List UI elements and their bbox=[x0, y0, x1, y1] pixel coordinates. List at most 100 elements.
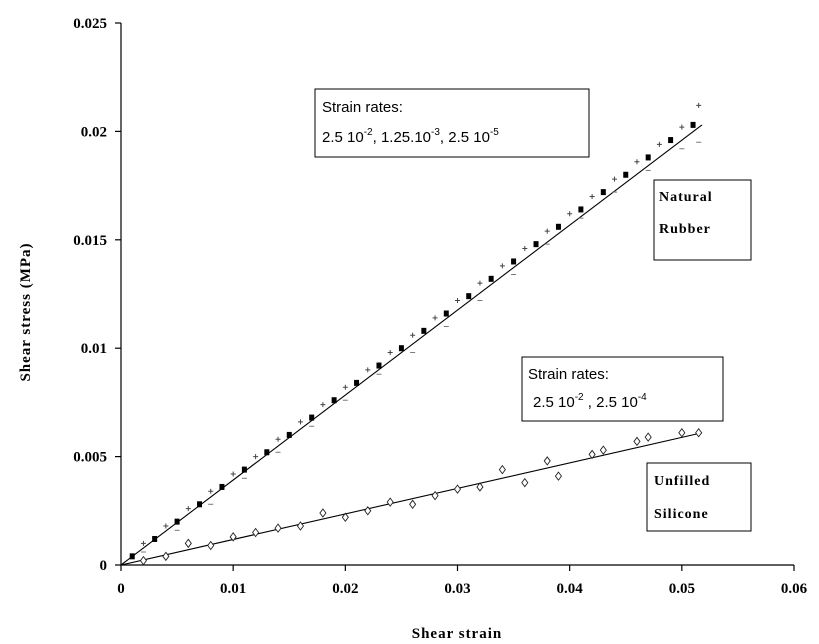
nr-rate-3-exp: -5 bbox=[490, 127, 499, 138]
data-point-plus bbox=[679, 124, 685, 130]
data-point-plus bbox=[410, 332, 416, 338]
nr-rates-label: Strain rates: bbox=[322, 99, 403, 116]
y-tick-label: 0.025 bbox=[73, 16, 107, 32]
nr-rates-box-border bbox=[314, 88, 590, 158]
data-point-square bbox=[376, 362, 382, 369]
data-point-plus bbox=[253, 454, 259, 460]
data-point-plus bbox=[342, 384, 348, 390]
data-point-plus bbox=[320, 402, 326, 408]
data-point-plus bbox=[634, 159, 640, 165]
data-point-square bbox=[668, 137, 674, 144]
data-point-square bbox=[129, 553, 135, 560]
data-point-diamond bbox=[543, 456, 551, 466]
y-tick-label: 0.015 bbox=[73, 233, 107, 249]
data-point-diamond bbox=[274, 523, 282, 533]
si-rates-box-border bbox=[521, 356, 724, 422]
y-tick-label: 0 bbox=[100, 558, 108, 574]
data-point-square bbox=[309, 414, 315, 421]
data-point-plus bbox=[567, 211, 573, 217]
x-tick-label: 0.05 bbox=[669, 581, 695, 597]
data-point-square bbox=[466, 293, 472, 300]
data-point-plus bbox=[140, 540, 146, 546]
nr-strain-rates-box: Strain rates: 2.5 10-2, 1.25.10-3, 2.5 1… bbox=[314, 88, 590, 158]
data-point-square bbox=[600, 189, 606, 196]
x-tick-label: 0.02 bbox=[332, 581, 358, 597]
si-rate-2-exp: -4 bbox=[638, 392, 647, 403]
data-point-square bbox=[197, 501, 203, 508]
data-point-diamond bbox=[476, 482, 484, 492]
data-point-plus bbox=[499, 263, 505, 269]
data-point-square bbox=[219, 483, 225, 490]
si-rate-2: , 2.5 10 bbox=[584, 394, 638, 411]
data-point-diamond bbox=[498, 464, 506, 475]
x-tick-label: 0.01 bbox=[220, 581, 246, 597]
nr-rate-2: , 1.25.10 bbox=[373, 129, 431, 146]
nr-material-box: Natural Rubber bbox=[653, 179, 752, 261]
data-point-plus bbox=[208, 488, 214, 494]
data-point-plus bbox=[477, 280, 483, 286]
x-tick-label: 0.06 bbox=[781, 581, 808, 597]
si-strain-rates-box: Strain rates: 2.5 10-2 , 2.5 10-4 bbox=[521, 356, 724, 422]
si-material-box: Unfilled Silicone bbox=[646, 462, 752, 532]
x-tick-label: 0 bbox=[117, 581, 125, 597]
nr-rate-1-exp: -2 bbox=[364, 127, 373, 138]
data-point-plus bbox=[432, 315, 438, 321]
data-point-diamond bbox=[678, 428, 686, 438]
data-point-diamond bbox=[599, 445, 607, 455]
data-point-plus bbox=[544, 228, 550, 234]
data-point-square bbox=[286, 431, 292, 438]
si-rate-1-exp: -2 bbox=[575, 392, 584, 403]
y-axis-title: Shear stress (MPa) bbox=[18, 242, 34, 381]
nr-material-line2: Rubber bbox=[659, 222, 711, 237]
data-point-plus bbox=[185, 506, 191, 512]
data-point-diamond bbox=[386, 497, 394, 507]
data-point-diamond bbox=[588, 449, 596, 460]
data-point-plus bbox=[455, 298, 460, 304]
data-point-square bbox=[533, 241, 539, 248]
x-axis-title: Shear strain bbox=[412, 626, 502, 642]
data-point-plus bbox=[656, 141, 662, 147]
data-point-square bbox=[488, 275, 494, 282]
nr-material-line1: Natural bbox=[659, 190, 713, 205]
data-point-diamond bbox=[296, 521, 305, 531]
y-tick-label: 0.02 bbox=[81, 124, 107, 140]
data-point-plus bbox=[275, 436, 281, 442]
data-point-diamond bbox=[139, 555, 147, 566]
data-point-diamond bbox=[409, 499, 417, 510]
si-material-line1: Unfilled bbox=[654, 474, 710, 489]
data-point-diamond bbox=[319, 508, 327, 518]
data-point-square bbox=[152, 535, 158, 542]
data-point-diamond bbox=[341, 512, 349, 523]
nr-rates-values: 2.5 10-2, 1.25.10-3, 2.5 10-5 bbox=[322, 127, 499, 146]
data-point-diamond bbox=[364, 506, 372, 516]
data-point-square bbox=[443, 310, 449, 317]
data-point-diamond bbox=[207, 540, 215, 551]
si-rates-label: Strain rates: bbox=[528, 366, 609, 383]
nr-material-box-border bbox=[653, 179, 752, 261]
data-point-square bbox=[645, 154, 651, 161]
x-ticks: 0 0.01 0.02 0.03 0.04 0.05 0.06 bbox=[117, 565, 808, 597]
si-rate-1: 2.5 10 bbox=[533, 394, 575, 411]
data-point-diamond bbox=[431, 490, 439, 501]
x-tick-label: 0.03 bbox=[444, 581, 470, 597]
data-point-plus bbox=[297, 419, 303, 425]
data-point-square bbox=[354, 379, 360, 386]
data-point-diamond bbox=[521, 477, 529, 488]
nr-rate-2-exp: -3 bbox=[431, 127, 440, 138]
data-point-plus bbox=[163, 523, 169, 529]
data-point-square bbox=[690, 121, 696, 128]
fit-lines bbox=[120, 124, 703, 566]
data-point-square bbox=[555, 223, 561, 230]
data-point-plus bbox=[365, 367, 371, 373]
nr-rate-3: , 2.5 10 bbox=[440, 129, 490, 146]
data-point-plus bbox=[589, 193, 595, 199]
data-point-square bbox=[421, 327, 427, 334]
si-rates-values: 2.5 10-2 , 2.5 10-4 bbox=[533, 392, 647, 411]
fit-line bbox=[120, 124, 703, 566]
y-tick-label: 0.005 bbox=[73, 450, 107, 466]
si-material-box-border bbox=[646, 462, 752, 532]
data-point-diamond bbox=[453, 484, 462, 494]
data-point-plus bbox=[696, 102, 702, 108]
data-point-diamond bbox=[633, 436, 641, 447]
data-point-plus bbox=[612, 176, 618, 182]
